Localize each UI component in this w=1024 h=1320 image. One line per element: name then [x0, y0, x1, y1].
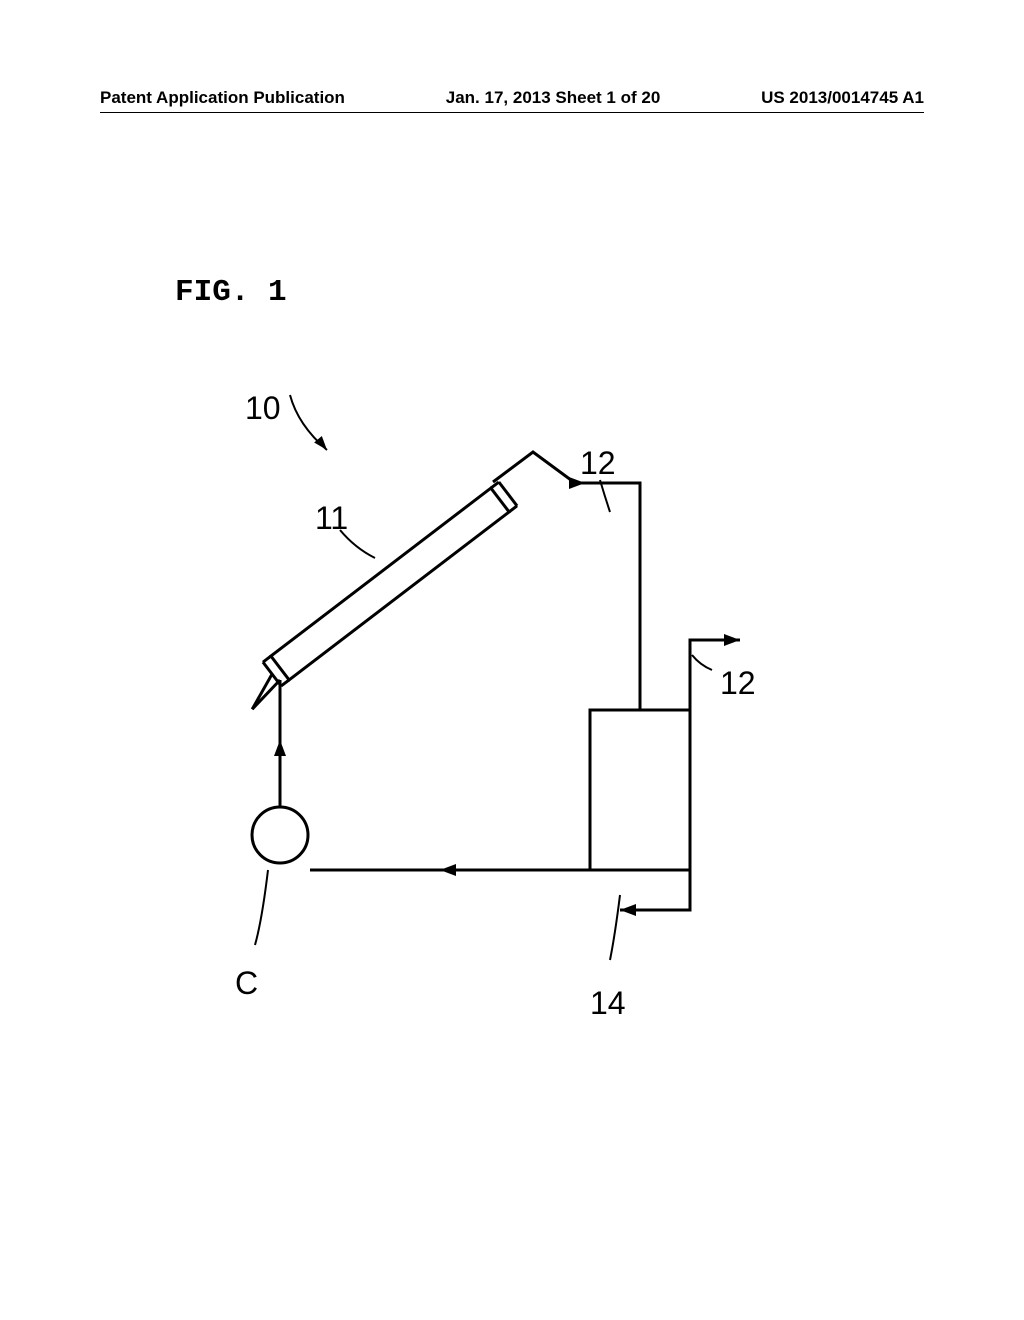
diagram-svg	[0, 0, 1024, 1320]
ref-label: 11	[315, 500, 348, 537]
ref-label: 12	[580, 445, 616, 482]
ref-label: 10	[245, 390, 281, 427]
ref-label: 12	[720, 665, 756, 702]
ref-label: 14	[590, 985, 626, 1022]
ref-label: C	[235, 965, 258, 1002]
